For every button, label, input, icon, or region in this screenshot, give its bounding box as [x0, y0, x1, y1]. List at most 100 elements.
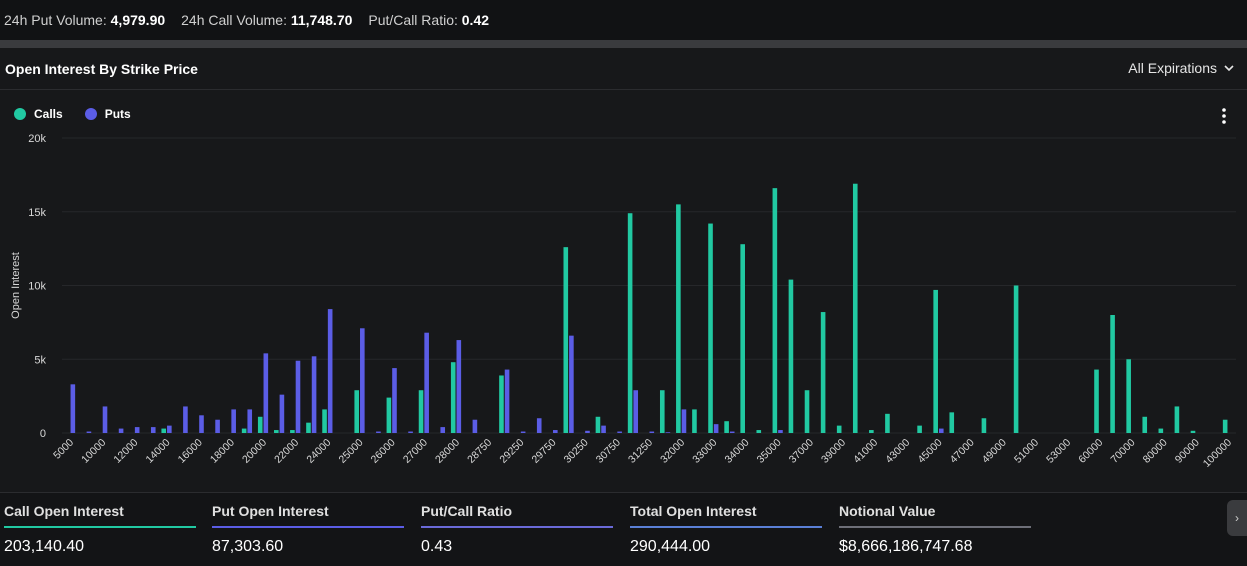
- x-tick-label: 53000: [1044, 437, 1073, 466]
- chevron-down-icon: [1224, 65, 1234, 72]
- puts-bar: [633, 390, 639, 433]
- x-tick-label: 41000: [851, 437, 880, 466]
- calls-bar: [659, 390, 665, 433]
- calls-bar: [1190, 430, 1196, 433]
- x-tick-label: 43000: [883, 437, 912, 466]
- puts-bar: [134, 427, 140, 433]
- y-tick-label: 10k: [28, 281, 46, 293]
- stat-card: Put Open Interest 87,303.60: [212, 503, 404, 556]
- x-tick-label: 35000: [755, 437, 784, 466]
- stat-value: 290,444.00: [630, 538, 711, 555]
- x-tick-label: 18000: [208, 437, 237, 466]
- calls-bar: [1142, 416, 1148, 433]
- stat-card: Total Open Interest 290,444.00: [630, 503, 822, 556]
- expiration-select-value: All Expirations: [1128, 60, 1217, 76]
- puts-bar: [938, 428, 944, 433]
- x-tick-label: 24000: [304, 437, 333, 466]
- x-tick-label: 12000: [111, 437, 140, 466]
- stat-card: Put/Call Ratio 0.43: [421, 503, 613, 556]
- stat-label: Call Open Interest: [4, 503, 124, 519]
- calls-bar: [257, 416, 263, 433]
- puts-dot-icon: [84, 108, 97, 120]
- calls-bar: [981, 418, 987, 433]
- puts-bar: [729, 431, 735, 433]
- puts-bar: [520, 431, 526, 433]
- puts-bar: [472, 419, 478, 433]
- calls-bar: [869, 430, 874, 433]
- puts-bar: [408, 431, 413, 433]
- x-tick-label: 22000: [272, 437, 301, 466]
- calls-bar: [1222, 419, 1228, 433]
- calls-bar: [290, 430, 295, 433]
- x-tick-label: 32000: [658, 437, 687, 466]
- puts-bar: [569, 335, 574, 433]
- puts-bar: [183, 406, 188, 433]
- x-tick-label: 51000: [1012, 437, 1041, 466]
- puts-bar: [279, 394, 285, 433]
- x-tick-label: 49000: [980, 437, 1009, 466]
- y-tick-label: 20k: [28, 133, 46, 145]
- puts-bar: [167, 425, 172, 433]
- stat-underline: [421, 526, 613, 528]
- puts-bar: [649, 431, 655, 433]
- legend-item-calls[interactable]: Calls: [14, 107, 63, 121]
- y-tick-label: 5k: [34, 354, 46, 366]
- legend-item-puts[interactable]: Puts: [84, 107, 131, 121]
- puts-bar: [424, 332, 429, 433]
- puts-bar: [70, 384, 76, 433]
- x-tick-label: 47000: [948, 437, 977, 466]
- calls-bar: [917, 425, 922, 433]
- put-call-ratio-value: 0.42: [461, 12, 490, 28]
- puts-bar: [360, 328, 365, 433]
- side-panel-toggle[interactable]: ›: [1227, 500, 1247, 536]
- x-tick-label: 60000: [1076, 437, 1105, 466]
- expiration-select[interactable]: All Expirations: [1128, 60, 1235, 76]
- puts-bar: [311, 356, 317, 433]
- x-tick-label: 39000: [819, 437, 848, 466]
- x-tick-label: 27000: [401, 437, 430, 466]
- calls-bar: [756, 430, 762, 433]
- stat-value: $8,666,186,747.68: [839, 538, 973, 555]
- calls-bar: [241, 428, 247, 433]
- call-volume-stat: 24h Call Volume: 11,748.70: [181, 12, 353, 28]
- stat-card: Call Open Interest 203,140.40: [4, 503, 196, 556]
- x-tick-label: 28000: [433, 437, 462, 466]
- calls-bar: [274, 430, 279, 433]
- y-tick-label: 15k: [28, 207, 46, 219]
- x-tick-label: 10000: [79, 437, 108, 466]
- puts-bar: [778, 430, 783, 433]
- calls-bar: [450, 362, 456, 433]
- x-tick-label: 31250: [626, 437, 655, 466]
- puts-bar: [102, 406, 108, 433]
- calls-bar: [949, 412, 955, 433]
- stat-underline: [630, 526, 822, 528]
- x-tick-label: 45000: [915, 437, 944, 466]
- x-tick-label: 29750: [529, 437, 558, 466]
- calls-bar: [1174, 406, 1180, 433]
- x-tick-label: 20000: [240, 437, 269, 466]
- stat-value: 0.43: [421, 538, 453, 555]
- puts-bar: [617, 431, 622, 433]
- calls-bar: [386, 397, 392, 433]
- open-interest-panel: Open Interest By Strike Price All Expira…: [0, 48, 1247, 566]
- calls-bar: [499, 375, 504, 433]
- x-tick-label: 26000: [369, 437, 398, 466]
- stat-label: Put/Call Ratio: [421, 503, 513, 519]
- calls-bar: [836, 425, 842, 433]
- stat-card: Notional Value $8,666,186,747.68: [839, 503, 1031, 556]
- vertical-dots-icon[interactable]: [1217, 106, 1231, 126]
- puts-bar: [327, 309, 333, 433]
- x-tick-label: 90000: [1173, 437, 1202, 466]
- puts-bar: [601, 425, 606, 433]
- chevron-right-icon: ›: [1235, 511, 1239, 525]
- stat-label: Notional Value: [839, 503, 936, 519]
- x-tick-label: 37000: [787, 437, 816, 466]
- calls-bar: [354, 390, 360, 433]
- puts-bar: [504, 369, 510, 433]
- calls-bar: [804, 390, 810, 433]
- x-tick-label: 30250: [562, 437, 591, 466]
- calls-bar: [627, 213, 633, 433]
- calls-bar: [595, 416, 601, 433]
- puts-bar: [553, 430, 558, 433]
- puts-bar: [118, 428, 124, 433]
